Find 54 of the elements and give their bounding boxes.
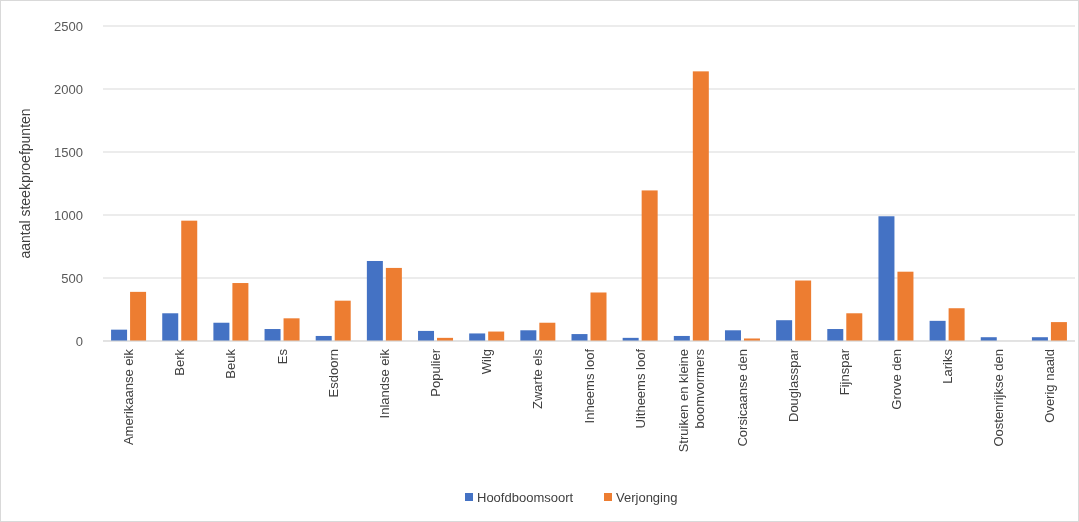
legend-label: Hoofdboomsoort: [477, 489, 574, 505]
x-tick-label: Beuk: [223, 348, 239, 379]
bar: [929, 320, 946, 341]
x-tick-label: Inlandse eik: [376, 348, 392, 419]
bar: [776, 320, 793, 341]
y-tick-label: 2500: [54, 18, 83, 34]
bar: [232, 283, 249, 341]
x-tick-label: Populier: [428, 348, 444, 397]
x-tick-label: Fijnspar: [837, 348, 853, 396]
bar: [641, 190, 658, 341]
y-tick-label: 0: [75, 333, 83, 349]
bar: [334, 300, 351, 341]
x-tick-label: Berk: [172, 348, 188, 376]
x-tick-label: Douglasspar: [786, 348, 802, 422]
x-tick-label: Overig naald: [1041, 349, 1057, 423]
bar: [724, 330, 741, 341]
bar: [692, 71, 709, 341]
bar: [846, 313, 863, 341]
y-tick-label: 2000: [54, 81, 83, 97]
bar: [539, 322, 556, 341]
bar: [469, 333, 486, 341]
x-tick-label: Inheems loof: [581, 348, 597, 424]
bar: [181, 220, 198, 341]
bar: [590, 292, 607, 341]
x-tick-label: Oostenrijkse den: [990, 349, 1006, 447]
y-tick-label: 500: [61, 270, 83, 286]
bar: [130, 291, 147, 341]
x-tick-label: Wilg: [479, 349, 495, 375]
y-tick-label: 1500: [54, 144, 83, 160]
y-axis-title: aantal steekproefpunten: [17, 108, 33, 259]
legend-label: Verjonging: [616, 489, 678, 505]
bar: [213, 322, 230, 341]
x-tick-label: Lariks: [939, 348, 955, 384]
bar: [283, 318, 300, 341]
bar: [520, 330, 537, 341]
x-tick-label: Corsicaanse den: [735, 349, 751, 447]
x-tick-label: Grove den: [888, 349, 904, 410]
x-tick-label: Uitheems loof: [632, 348, 648, 429]
bar: [366, 260, 383, 341]
x-tick-label: Struiken en kleine boomvormers: [676, 348, 707, 453]
bar: [878, 216, 895, 341]
y-tick-label: 1000: [54, 207, 83, 223]
bar: [162, 313, 179, 341]
bar: [948, 308, 965, 341]
bar: [385, 267, 402, 341]
bar: [827, 329, 844, 341]
x-tick-label: Zwarte els: [530, 348, 546, 409]
x-tick-label: Amerikaanse eik: [121, 348, 137, 446]
bar: [795, 280, 812, 341]
bar: [1050, 322, 1067, 341]
x-tick-label: Es: [274, 348, 290, 365]
bar: [264, 329, 281, 341]
x-tick-label: Esdoorn: [325, 349, 341, 398]
bar: [897, 271, 914, 341]
